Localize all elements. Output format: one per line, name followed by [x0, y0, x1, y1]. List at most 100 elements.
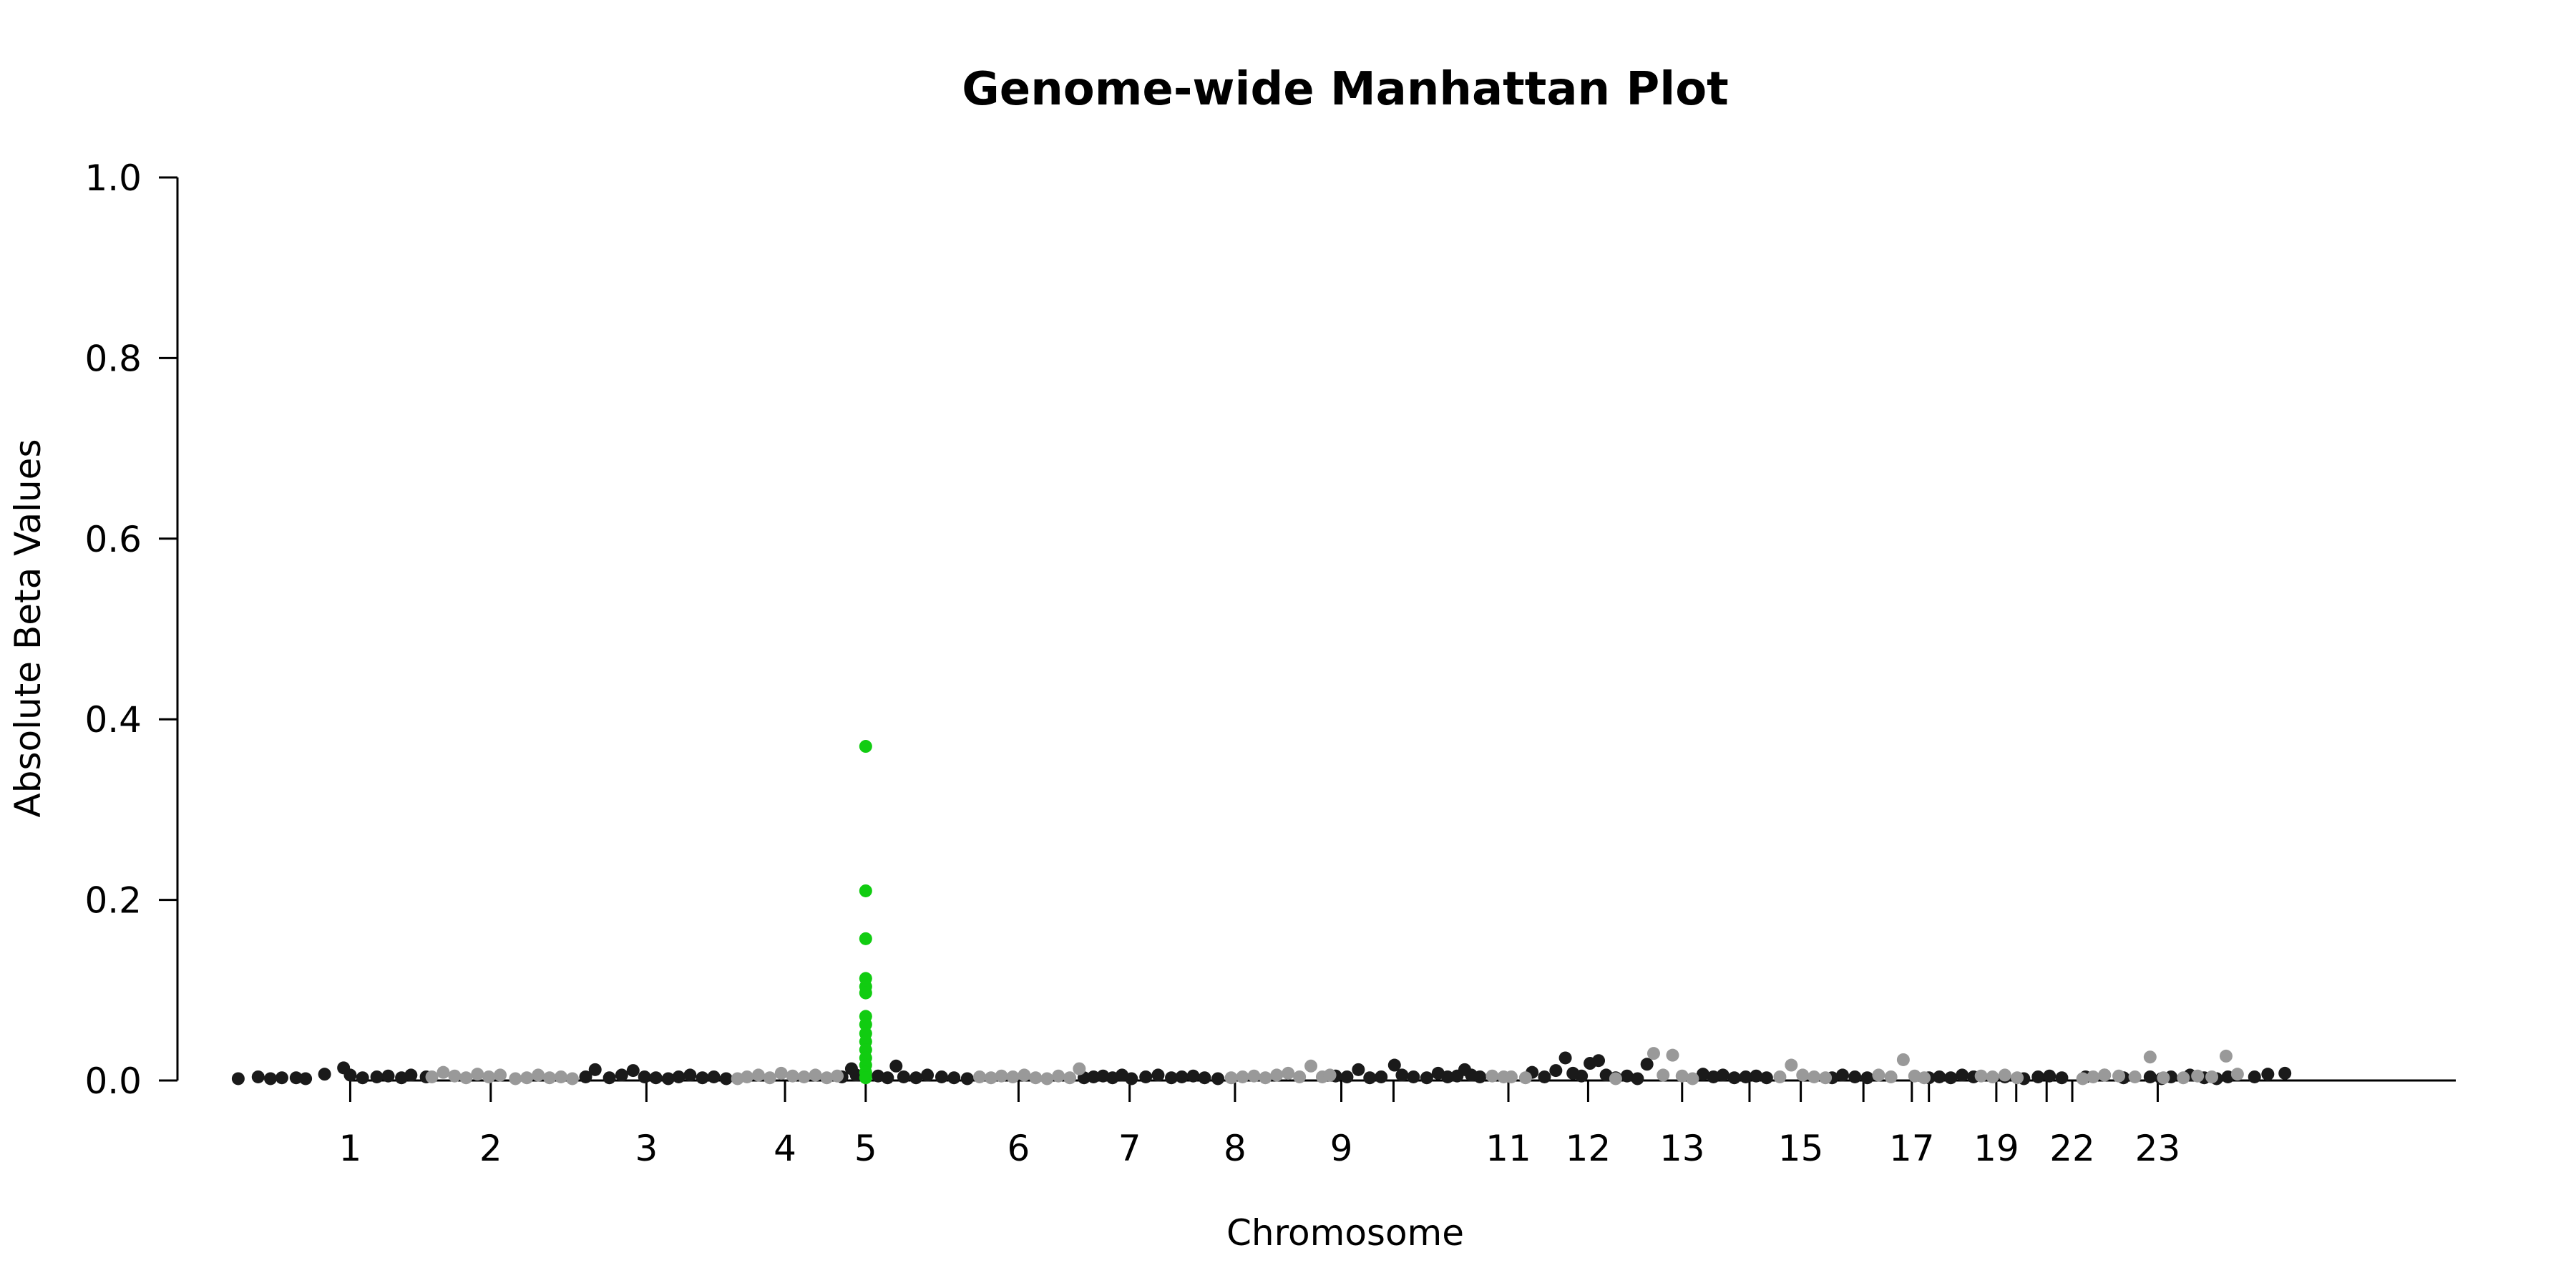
data-point — [1872, 1068, 1885, 1082]
data-point — [264, 1072, 278, 1085]
data-point — [1518, 1071, 1532, 1085]
data-point — [1558, 1051, 1572, 1065]
data-point — [1956, 1068, 1969, 1082]
data-point — [1620, 1069, 1634, 1083]
data-point — [425, 1070, 439, 1083]
data-point — [719, 1072, 733, 1085]
data-point — [649, 1071, 663, 1085]
data-point — [356, 1071, 369, 1085]
data-point — [786, 1069, 799, 1083]
data-points — [231, 740, 2292, 1085]
x-axis: 1 2 3 4 5 6 7 8 9 11 12 13 15 17 19 22 23 — [339, 1079, 2456, 1169]
data-point — [1018, 1068, 1031, 1082]
data-point — [2043, 1069, 2057, 1083]
data-point — [683, 1068, 697, 1082]
x-tick-label: 17 — [1889, 1128, 1935, 1169]
x-tick-label: 13 — [1659, 1128, 1705, 1169]
data-point — [1340, 1070, 1354, 1083]
data-point — [1592, 1054, 1606, 1068]
x-tick-label: 15 — [1778, 1128, 1824, 1169]
y-axis: 0.0 0.2 0.4 0.6 0.8 1.0 — [84, 157, 179, 1102]
data-point — [1835, 1068, 1849, 1082]
data-point — [2219, 1049, 2233, 1063]
data-point — [2230, 1068, 2244, 1081]
data-point — [1933, 1070, 1946, 1083]
data-point — [471, 1068, 484, 1081]
data-point — [370, 1070, 384, 1083]
data-point — [494, 1068, 507, 1082]
data-point — [1686, 1072, 1699, 1085]
data-point — [1407, 1070, 1420, 1083]
x-tick-label: 4 — [774, 1128, 796, 1169]
x-tick-label: 1 — [339, 1128, 362, 1169]
data-point — [2157, 1071, 2170, 1085]
data-point — [859, 986, 872, 1000]
data-point — [638, 1070, 651, 1083]
data-point — [1575, 1069, 1589, 1083]
data-point — [741, 1070, 753, 1083]
data-point — [2055, 1071, 2069, 1085]
data-point — [1884, 1070, 1898, 1083]
data-point — [588, 1063, 602, 1076]
data-point — [251, 1070, 265, 1083]
data-point — [299, 1072, 313, 1085]
data-point — [1485, 1069, 1499, 1083]
data-point — [1198, 1071, 1211, 1085]
data-point — [543, 1071, 557, 1085]
x-tick-label: 7 — [1118, 1128, 1141, 1169]
data-point — [520, 1071, 534, 1085]
data-point — [1896, 1053, 1910, 1066]
data-point — [1504, 1070, 1518, 1083]
data-point — [2031, 1070, 2045, 1083]
data-point — [1918, 1071, 1931, 1085]
data-point — [1151, 1068, 1165, 1082]
data-point — [707, 1070, 721, 1083]
data-point — [947, 1071, 961, 1085]
data-point — [960, 1072, 974, 1085]
data-point — [661, 1072, 675, 1085]
data-point — [2087, 1070, 2100, 1083]
x-tick-label: 11 — [1485, 1128, 1531, 1169]
data-point — [2261, 1068, 2275, 1081]
data-point — [482, 1070, 496, 1083]
y-tick-label: 0.6 — [84, 519, 142, 560]
data-point — [2143, 1050, 2157, 1064]
data-point — [1739, 1070, 1752, 1083]
data-point — [1538, 1070, 1551, 1083]
data-point — [1186, 1069, 1200, 1083]
data-point — [1675, 1069, 1689, 1083]
data-point — [1224, 1071, 1238, 1085]
data-point — [1974, 1069, 1988, 1083]
chart-title: Genome-wide Manhattan Plot — [962, 63, 1729, 116]
data-point — [1387, 1058, 1401, 1072]
data-point — [1247, 1069, 1261, 1083]
x-tick-label: 23 — [2135, 1128, 2181, 1169]
data-point — [1395, 1068, 1409, 1082]
data-point — [1473, 1070, 1487, 1083]
data-point — [935, 1070, 948, 1083]
x-axis-label: Chromosome — [1226, 1212, 1464, 1254]
data-point — [1236, 1070, 1249, 1083]
data-point — [1609, 1072, 1622, 1085]
y-tick-label: 1.0 — [84, 157, 142, 199]
data-point — [1666, 1048, 1679, 1062]
data-point — [1998, 1068, 2011, 1082]
data-point — [2011, 1071, 2024, 1085]
data-point — [1304, 1059, 1318, 1073]
data-point — [1040, 1072, 1054, 1085]
y-tick-label: 0.2 — [84, 880, 142, 922]
data-point — [602, 1071, 616, 1085]
data-point — [318, 1068, 331, 1081]
data-point — [509, 1072, 522, 1085]
data-point — [1696, 1068, 1709, 1081]
data-point — [1646, 1047, 1660, 1060]
data-point — [579, 1070, 592, 1083]
data-point — [859, 1018, 872, 1031]
data-point — [289, 1071, 303, 1085]
data-point — [1657, 1068, 1670, 1082]
data-point — [381, 1069, 395, 1083]
data-point — [797, 1070, 811, 1083]
data-point — [1716, 1068, 1729, 1082]
data-point — [1760, 1071, 1773, 1085]
